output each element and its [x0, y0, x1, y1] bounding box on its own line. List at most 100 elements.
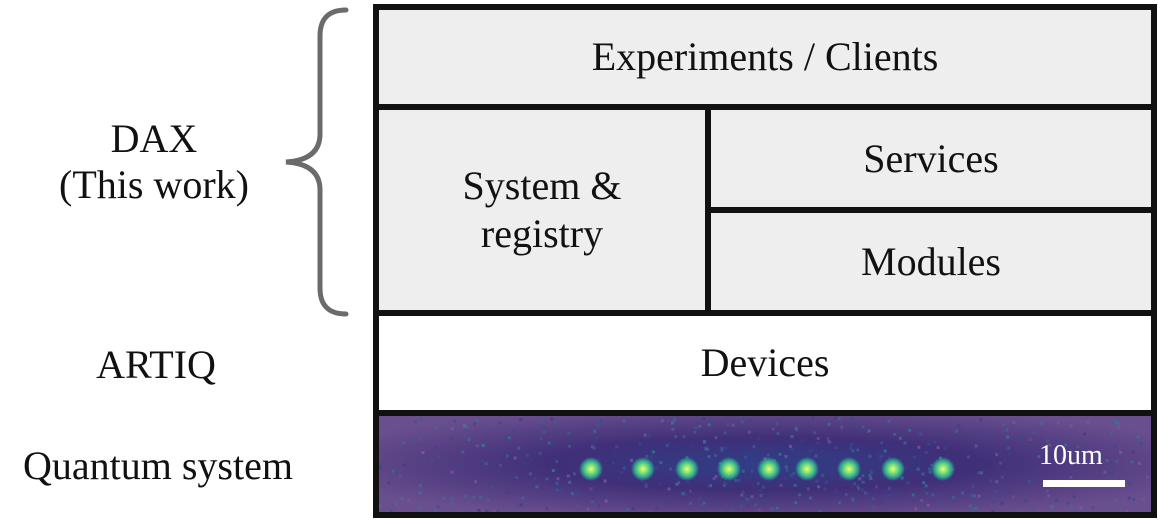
noise-pixel	[1119, 450, 1123, 454]
noise-pixel	[738, 478, 742, 482]
noise-pixel	[784, 465, 788, 469]
noise-pixel	[794, 501, 798, 505]
noise-pixel	[968, 504, 972, 508]
noise-pixel	[888, 487, 892, 491]
noise-pixel	[603, 511, 607, 512]
noise-pixel	[675, 482, 679, 486]
noise-pixel	[671, 427, 675, 431]
noise-pixel	[669, 467, 672, 471]
noise-pixel	[498, 421, 502, 425]
noise-pixel	[618, 476, 621, 480]
noise-pixel	[1031, 509, 1035, 512]
noise-pixel	[981, 495, 985, 499]
noise-pixel	[849, 446, 853, 450]
noise-pixel	[995, 480, 999, 484]
noise-pixel	[1005, 428, 1009, 432]
noise-pixel	[1040, 422, 1044, 426]
noise-pixel	[827, 423, 831, 426]
noise-pixel	[402, 440, 405, 444]
noise-pixel	[763, 499, 767, 503]
noise-pixel	[887, 494, 891, 498]
noise-pixel	[880, 441, 884, 445]
noise-pixel	[1002, 423, 1006, 427]
noise-pixel	[591, 497, 595, 501]
noise-pixel	[794, 426, 798, 430]
ion-7	[837, 457, 861, 481]
noise-pixel	[724, 482, 728, 486]
quantum-system-label: Quantum system	[23, 443, 293, 488]
noise-pixel	[839, 476, 842, 480]
noise-pixel	[649, 510, 653, 512]
noise-pixel	[1046, 439, 1049, 443]
noise-pixel	[630, 458, 633, 462]
noise-pixel	[977, 454, 981, 458]
noise-pixel	[538, 451, 542, 455]
noise-pixel	[682, 492, 686, 496]
noise-pixel	[806, 500, 810, 504]
noise-pixel	[850, 449, 854, 453]
scalebar-label: 10um	[1039, 440, 1103, 471]
noise-pixel	[414, 419, 417, 423]
noise-pixel	[707, 423, 711, 427]
noise-pixel	[879, 454, 883, 458]
noise-pixel	[450, 501, 454, 505]
noise-pixel	[1125, 510, 1129, 512]
noise-pixel	[419, 417, 423, 421]
noise-pixel	[667, 487, 671, 491]
noise-pixel	[387, 481, 391, 485]
noise-pixel	[481, 444, 485, 447]
noise-pixel	[550, 442, 553, 446]
noise-pixel	[714, 503, 718, 507]
noise-pixel	[379, 504, 382, 508]
noise-pixel	[928, 467, 932, 471]
noise-pixel	[1110, 472, 1114, 476]
noise-pixel	[551, 469, 555, 473]
noise-pixel	[537, 421, 541, 425]
noise-pixel	[477, 508, 481, 512]
noise-pixel	[994, 489, 998, 493]
noise-pixel	[465, 425, 469, 429]
noise-pixel	[594, 436, 598, 440]
noise-pixel	[992, 500, 996, 504]
noise-pixel	[1036, 467, 1040, 471]
noise-pixel	[1055, 498, 1059, 502]
noise-pixel	[858, 477, 862, 481]
noise-pixel	[840, 425, 844, 429]
noise-pixel	[883, 449, 887, 453]
noise-pixel	[449, 436, 453, 440]
noise-pixel	[927, 442, 931, 446]
noise-pixel	[903, 441, 907, 445]
noise-pixel	[919, 430, 923, 434]
noise-pixel	[900, 431, 904, 435]
noise-pixel	[790, 435, 794, 438]
noise-pixel	[435, 426, 439, 430]
noise-pixel	[667, 418, 671, 422]
noise-pixel	[1056, 421, 1060, 425]
noise-pixel	[382, 494, 386, 498]
noise-pixel	[379, 463, 383, 467]
noise-pixel	[752, 445, 756, 449]
noise-pixel	[694, 426, 698, 430]
noise-pixel	[450, 496, 454, 500]
noise-pixel	[1117, 425, 1121, 429]
noise-pixel	[591, 417, 595, 420]
noise-pixel	[928, 470, 932, 474]
noise-pixel	[900, 476, 904, 480]
noise-pixel	[474, 480, 478, 484]
noise-pixel	[453, 419, 457, 423]
noise-pixel	[745, 497, 749, 501]
noise-pixel	[1130, 460, 1134, 464]
noise-pixel	[726, 423, 730, 427]
noise-pixel	[759, 493, 763, 497]
noise-pixel	[936, 446, 940, 450]
artiq-label: ARTIQ	[96, 342, 216, 387]
noise-pixel	[778, 452, 782, 456]
noise-pixel	[745, 504, 749, 508]
noise-pixel	[898, 436, 902, 440]
noise-pixel	[723, 480, 727, 484]
noise-pixel	[568, 480, 572, 484]
noise-pixel	[702, 417, 706, 421]
noise-pixel	[995, 453, 999, 456]
noise-pixel	[967, 455, 971, 459]
noise-pixel	[914, 507, 918, 511]
